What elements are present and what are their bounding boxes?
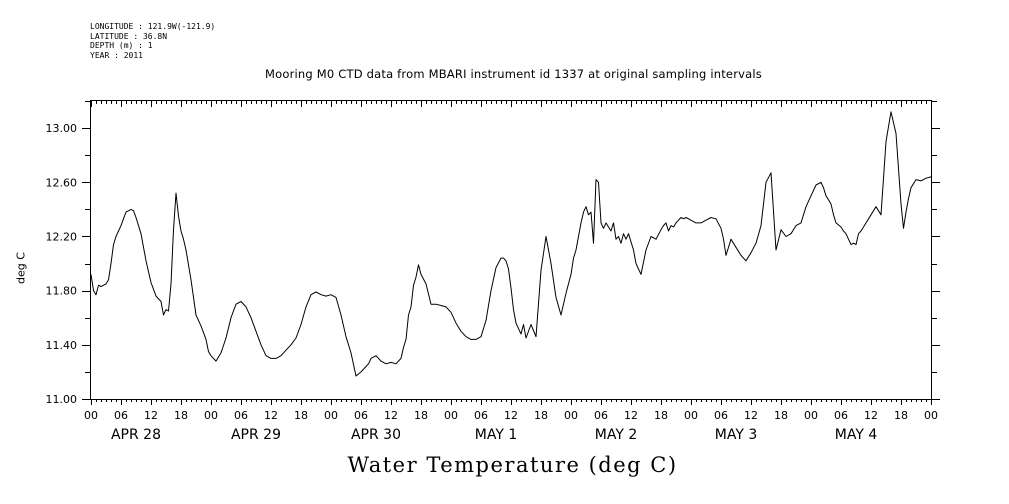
x-tick-label: 06	[354, 409, 368, 422]
x-tick-label: 00	[924, 409, 938, 422]
year-text: YEAR : 2011	[90, 50, 143, 60]
x-tick-labels: 00 06 12 18 00 06 12 18 00 06 12 18 00 06 12 18 00 06 12 18…	[84, 409, 938, 422]
day-label: APR 29	[231, 427, 281, 443]
chart-title: Mooring M0 CTD data from MBARI instrumen…	[265, 67, 762, 81]
x-tick-label: 00	[204, 409, 218, 422]
day-labels: APR 28 APR 29 APR 30 MAY 1 MAY 2 MAY 3 MAY 4	[111, 427, 877, 443]
x-tick-label: 18	[654, 409, 668, 422]
x-axis-label-wrap: Water Temperature (deg C)	[0, 453, 1009, 477]
day-label: MAY 1	[475, 427, 517, 443]
water-temperature-line	[90, 111, 932, 377]
x-tick-label: 00	[84, 409, 98, 422]
x-tick-label: 18	[534, 409, 548, 422]
x-tick-label: 12	[264, 409, 278, 422]
plot-frame	[90, 100, 932, 400]
x-tick-label: 00	[564, 409, 578, 422]
x-tick-label: 06	[474, 409, 488, 422]
x-tick-label: 12	[744, 409, 758, 422]
x-tick-label: 18	[294, 409, 308, 422]
y-tick-label: 13.00	[46, 122, 78, 135]
x-tick-label: 18	[414, 409, 428, 422]
x-tick-label: 00	[444, 409, 458, 422]
depth-text: DEPTH (m) : 1	[90, 41, 153, 50]
station-metadata: LONGITUDE : 121.9W(-121.9) LATITUDE : 36…	[90, 22, 215, 60]
x-tick-label: 12	[864, 409, 878, 422]
latitude-text: LATITUDE : 36.8N	[90, 31, 168, 41]
axis-ticks	[82, 101, 940, 405]
day-label: MAY 3	[715, 427, 757, 443]
x-tick-label: 06	[834, 409, 848, 422]
day-label: MAY 2	[595, 427, 637, 443]
x-tick-label: 00	[804, 409, 818, 422]
y-tick-label: 11.40	[46, 339, 78, 352]
x-tick-label: 18	[174, 409, 188, 422]
x-tick-label: 12	[624, 409, 638, 422]
y-tick-labels: 11.00 11.40 11.80 12.20 12.60 13.00	[46, 122, 78, 406]
chart-title-wrap: Mooring M0 CTD data from MBARI instrumen…	[0, 67, 1009, 81]
x-tick-label: 18	[894, 409, 908, 422]
x-tick-label: 00	[684, 409, 698, 422]
y-tick-label: 11.80	[46, 285, 78, 298]
x-axis-label: Water Temperature (deg C)	[347, 453, 678, 477]
x-tick-label: 12	[144, 409, 158, 422]
longitude-text: LONGITUDE : 121.9W(-121.9)	[90, 22, 216, 31]
x-tick-label: 12	[384, 409, 398, 422]
x-tick-label: 12	[504, 409, 518, 422]
y-tick-label: 12.60	[46, 176, 78, 189]
y-tick-label: 11.00	[46, 393, 78, 406]
y-tick-label: 12.20	[46, 230, 78, 243]
x-tick-label: 06	[234, 409, 248, 422]
x-tick-label: 06	[594, 409, 608, 422]
day-label: APR 28	[111, 427, 161, 443]
day-label: MAY 4	[835, 427, 878, 443]
x-tick-label: 00	[324, 409, 338, 422]
x-tick-label: 06	[114, 409, 128, 422]
x-tick-label: 06	[714, 409, 728, 422]
day-label: APR 30	[351, 427, 401, 443]
x-tick-label: 18	[774, 409, 788, 422]
